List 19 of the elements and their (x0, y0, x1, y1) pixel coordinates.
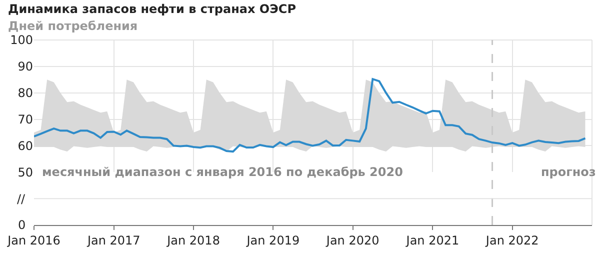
x-tick-label: Jan 2016 (6, 233, 60, 248)
y-tick-label: 50 (18, 165, 33, 180)
annotation: прогноз (541, 165, 596, 179)
x-tick-label: Jan 2018 (166, 233, 220, 248)
y-tick-label: 90 (18, 60, 33, 74)
text: 0 (18, 218, 26, 232)
x-tick-label: Jan 2022 (484, 233, 539, 248)
annotation: месячный диапазон с января 2016 по декабрь 2020 (42, 165, 403, 179)
y-tick-label: 60 (18, 138, 33, 153)
chart-title: Динамика запасов нефти в странах ОЭСР (8, 2, 296, 16)
x-tick-label: Jan 2020 (325, 233, 380, 248)
x-tick-label: Jan 2021 (405, 233, 460, 248)
text: // (17, 192, 26, 206)
y-tick-label: 70 (18, 112, 33, 126)
y-tick-label: 100 (10, 33, 33, 48)
chart-subtitle: Дней потребления (8, 19, 138, 33)
x-tick-label: Jan 2019 (246, 233, 300, 248)
x-tick-label: Jan 2017 (86, 233, 140, 248)
y-tick-label: 80 (18, 86, 33, 100)
